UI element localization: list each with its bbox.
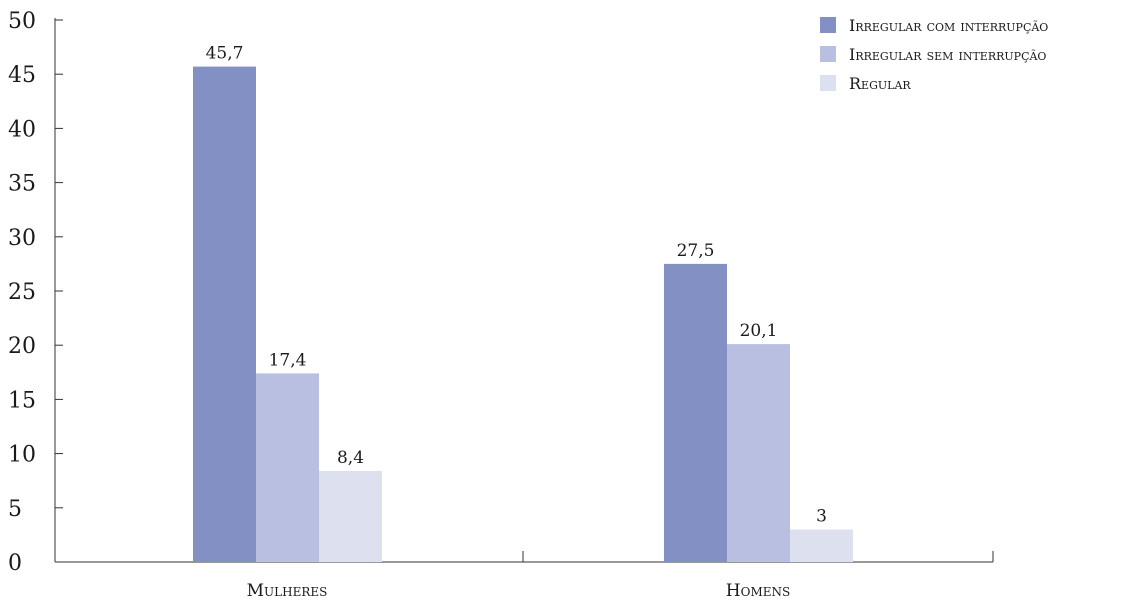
legend-label: Regular (849, 74, 911, 93)
y-tick-label: 15 (8, 388, 36, 413)
bar (664, 263, 727, 562)
legend-swatch (820, 46, 836, 62)
y-axis: 0 5 10 15 20 25 30 35 40 45 50 (8, 9, 63, 576)
data-label: 20,1 (740, 321, 778, 341)
data-label: 45,7 (206, 44, 244, 64)
bars (193, 66, 853, 562)
y-tick-label: 20 (8, 334, 36, 359)
y-tick-label: 50 (8, 9, 36, 34)
legend-label: Irregular com interrupção (849, 16, 1048, 35)
y-tick-label: 0 (8, 551, 22, 576)
data-label: 17,4 (269, 350, 307, 370)
data-label: 27,5 (677, 241, 715, 261)
y-tick-label: 40 (8, 117, 36, 142)
y-tick-label: 45 (8, 63, 36, 88)
y-tick-label: 30 (8, 226, 36, 251)
y-tick-label: 25 (8, 280, 36, 305)
data-label: 3 (816, 506, 827, 526)
x-category-label: Mulheres (247, 581, 328, 601)
y-tick-label: 35 (8, 172, 36, 197)
value-labels: 45,7 17,4 8,4 27,5 20,1 3 (206, 44, 827, 527)
bar (319, 470, 382, 562)
y-tick-label: 5 (8, 497, 22, 522)
bar (256, 373, 319, 562)
legend-swatch (820, 75, 836, 91)
bar (193, 66, 256, 562)
bar (790, 529, 853, 562)
legend: Irregular com interrupção Irregular sem i… (820, 16, 1048, 93)
data-label: 8,4 (337, 448, 364, 468)
legend-swatch (820, 17, 836, 33)
bar (727, 344, 790, 562)
x-category-label: Homens (726, 581, 790, 601)
y-tick-label: 10 (8, 443, 36, 468)
legend-label: Irregular sem interrupção (849, 45, 1046, 64)
